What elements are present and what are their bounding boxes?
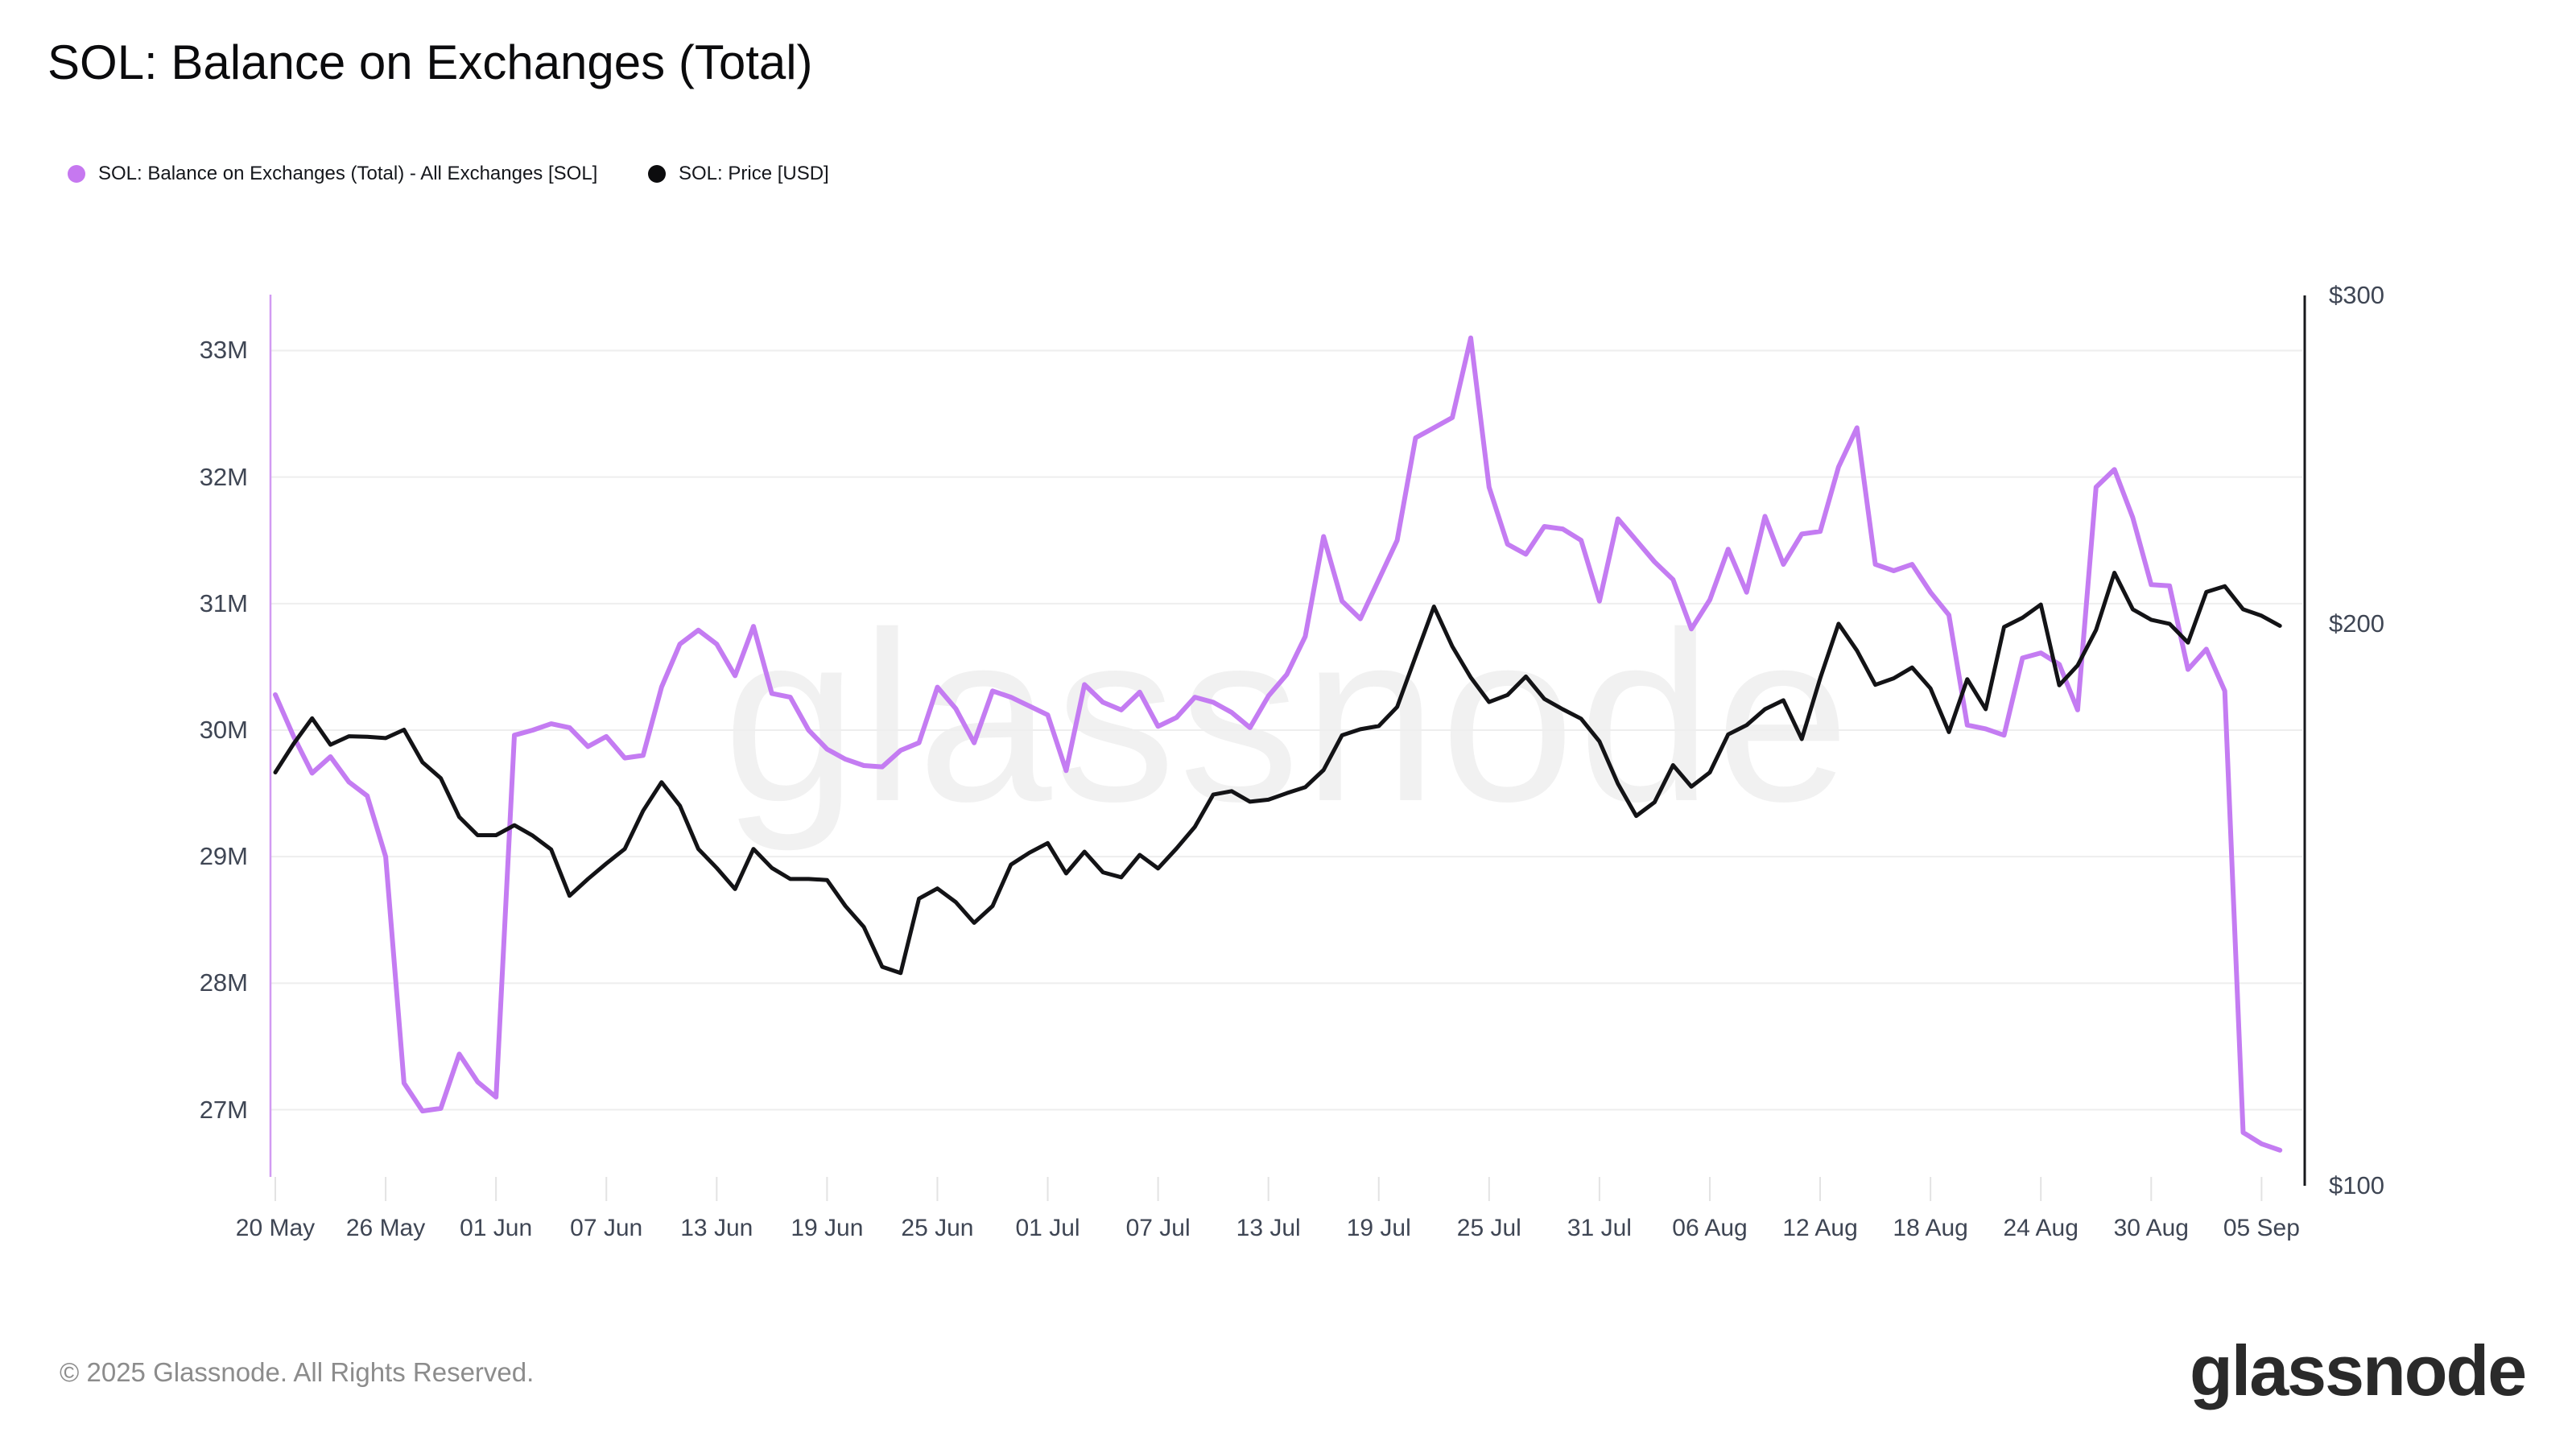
x-tick-label: 01 Jul xyxy=(1015,1215,1080,1241)
balance-line[interactable] xyxy=(273,335,2283,1153)
legend-item-balance[interactable]: SOL: Balance on Exchanges (Total) - All … xyxy=(68,159,597,188)
y-right-tick-label: $200 xyxy=(2329,609,2384,638)
x-tick-label: 25 Jun xyxy=(901,1215,974,1241)
legend-label-price: SOL: Price [USD] xyxy=(679,163,829,184)
y-left-tick-label: 28M xyxy=(199,968,248,997)
x-tick-label: 25 Jul xyxy=(1456,1215,1521,1241)
y-left-tick-label: 30M xyxy=(199,716,248,744)
x-tick-label: 05 Sep xyxy=(2223,1215,2300,1241)
x-tick-label: 26 May xyxy=(345,1215,426,1241)
legend-swatch-price-icon xyxy=(648,165,666,183)
y-right-tick-label: $300 xyxy=(2329,280,2384,309)
x-tick-label: 07 Jun xyxy=(570,1215,643,1241)
x-tick-label: 13 Jun xyxy=(680,1215,753,1241)
x-tick-label: 18 Aug xyxy=(1893,1215,1968,1241)
page-title: SOL: Balance on Exchanges (Total) xyxy=(47,35,813,89)
x-tick-label: 12 Aug xyxy=(1782,1215,1858,1241)
x-tick-label: 31 Jul xyxy=(1567,1215,1632,1241)
x-tick-label: 07 Jul xyxy=(1125,1215,1191,1241)
y-left-tick-label: 27M xyxy=(199,1095,248,1124)
x-tick-label: 30 Aug xyxy=(2113,1215,2189,1241)
x-tick-label: 24 Aug xyxy=(2003,1215,2079,1241)
x-tick-label: 20 May xyxy=(235,1215,316,1241)
y-left-tick-label: 32M xyxy=(199,462,248,491)
legend-label-balance: SOL: Balance on Exchanges (Total) - All … xyxy=(98,163,598,184)
x-tick-label: 06 Aug xyxy=(1672,1215,1748,1241)
legend-swatch-balance-icon xyxy=(68,165,85,183)
x-tick-label: 01 Jun xyxy=(460,1215,533,1241)
x-tick-label: 19 Jul xyxy=(1346,1215,1411,1241)
price-line[interactable] xyxy=(273,571,2282,976)
y-right-tick-label: $100 xyxy=(2329,1171,2384,1199)
chart-legend: SOL: Balance on Exchanges (Total) - All … xyxy=(0,159,1127,188)
glassnode-logo: glassnode xyxy=(2190,1331,2527,1410)
legend-item-price[interactable]: SOL: Price [USD] xyxy=(648,159,829,188)
y-left-tick-label: 29M xyxy=(199,842,248,871)
x-tick-label: 13 Jul xyxy=(1236,1215,1301,1241)
copyright-text: © 2025 Glassnode. All Rights Reserved. xyxy=(60,1357,535,1387)
x-tick-label: 19 Jun xyxy=(791,1215,864,1241)
y-left-tick-label: 31M xyxy=(199,588,248,617)
y-left-tick-label: 33M xyxy=(199,336,248,365)
